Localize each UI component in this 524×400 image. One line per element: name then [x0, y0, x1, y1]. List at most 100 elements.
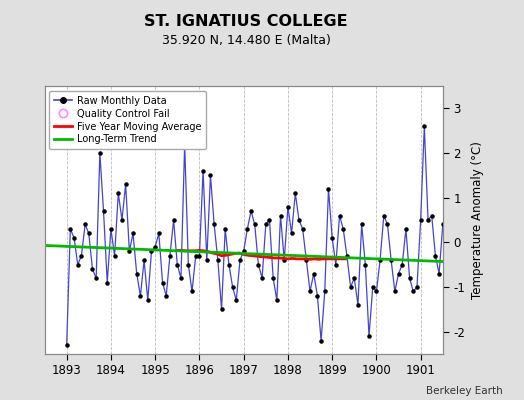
Point	[232, 297, 241, 304]
Point	[302, 257, 311, 264]
Point	[73, 262, 82, 268]
Point	[144, 297, 152, 304]
Point	[354, 302, 362, 308]
Point	[66, 226, 74, 232]
Point	[151, 244, 159, 250]
Point	[372, 288, 380, 295]
Point	[136, 293, 145, 299]
Point	[125, 248, 134, 254]
Point	[361, 262, 369, 268]
Point	[225, 262, 233, 268]
Point	[265, 217, 274, 223]
Point	[228, 284, 237, 290]
Point	[420, 123, 429, 130]
Point	[280, 257, 288, 264]
Point	[103, 279, 112, 286]
Point	[343, 252, 351, 259]
Point	[122, 181, 130, 188]
Point	[210, 221, 219, 228]
Point	[88, 266, 96, 272]
Point	[243, 226, 252, 232]
Point	[283, 204, 292, 210]
Point	[111, 252, 119, 259]
Point	[206, 172, 215, 178]
Point	[398, 262, 407, 268]
Point	[96, 150, 104, 156]
Point	[169, 217, 178, 223]
Point	[84, 230, 93, 237]
Point	[324, 186, 333, 192]
Point	[299, 226, 307, 232]
Text: Berkeley Earth: Berkeley Earth	[427, 386, 503, 396]
Point	[435, 270, 443, 277]
Point	[321, 288, 329, 295]
Point	[417, 217, 425, 223]
Point	[173, 262, 181, 268]
Point	[217, 306, 226, 312]
Point	[276, 212, 285, 219]
Point	[317, 338, 325, 344]
Point	[214, 257, 222, 264]
Point	[180, 141, 189, 147]
Point	[346, 284, 355, 290]
Point	[261, 221, 270, 228]
Point	[383, 221, 391, 228]
Point	[177, 275, 185, 281]
Point	[92, 275, 101, 281]
Point	[387, 257, 395, 264]
Point	[188, 288, 196, 295]
Point	[203, 257, 211, 264]
Point	[395, 270, 403, 277]
Point	[129, 230, 137, 237]
Point	[413, 284, 421, 290]
Point	[269, 275, 277, 281]
Point	[133, 270, 141, 277]
Point	[406, 275, 414, 281]
Point	[339, 226, 347, 232]
Point	[350, 275, 358, 281]
Point	[158, 279, 167, 286]
Point	[424, 217, 432, 223]
Point	[332, 262, 340, 268]
Point	[250, 221, 259, 228]
Point	[62, 342, 71, 348]
Point	[114, 190, 123, 196]
Point	[272, 297, 281, 304]
Point	[431, 252, 440, 259]
Point	[70, 235, 78, 241]
Point	[376, 257, 384, 264]
Point	[310, 270, 318, 277]
Point	[81, 221, 89, 228]
Point	[439, 221, 447, 228]
Point	[365, 333, 373, 339]
Point	[236, 257, 244, 264]
Point	[162, 293, 170, 299]
Point	[379, 212, 388, 219]
Point	[147, 248, 156, 254]
Point	[409, 288, 418, 295]
Point	[428, 212, 436, 219]
Point	[391, 288, 399, 295]
Point	[100, 208, 108, 214]
Point	[357, 221, 366, 228]
Point	[192, 252, 200, 259]
Legend: Raw Monthly Data, Quality Control Fail, Five Year Moving Average, Long-Term Tren: Raw Monthly Data, Quality Control Fail, …	[49, 91, 206, 149]
Point	[107, 226, 115, 232]
Point	[184, 262, 192, 268]
Point	[402, 226, 410, 232]
Text: ST. IGNATIUS COLLEGE: ST. IGNATIUS COLLEGE	[145, 14, 348, 29]
Point	[328, 235, 336, 241]
Point	[295, 217, 303, 223]
Point	[199, 168, 208, 174]
Point	[368, 284, 377, 290]
Y-axis label: Temperature Anomaly (°C): Temperature Anomaly (°C)	[471, 141, 484, 299]
Point	[140, 257, 148, 264]
Point	[287, 230, 296, 237]
Point	[291, 190, 300, 196]
Point	[118, 217, 126, 223]
Text: 35.920 N, 14.480 E (Malta): 35.920 N, 14.480 E (Malta)	[162, 34, 331, 47]
Point	[195, 252, 204, 259]
Point	[254, 262, 263, 268]
Point	[155, 230, 163, 237]
Point	[77, 252, 85, 259]
